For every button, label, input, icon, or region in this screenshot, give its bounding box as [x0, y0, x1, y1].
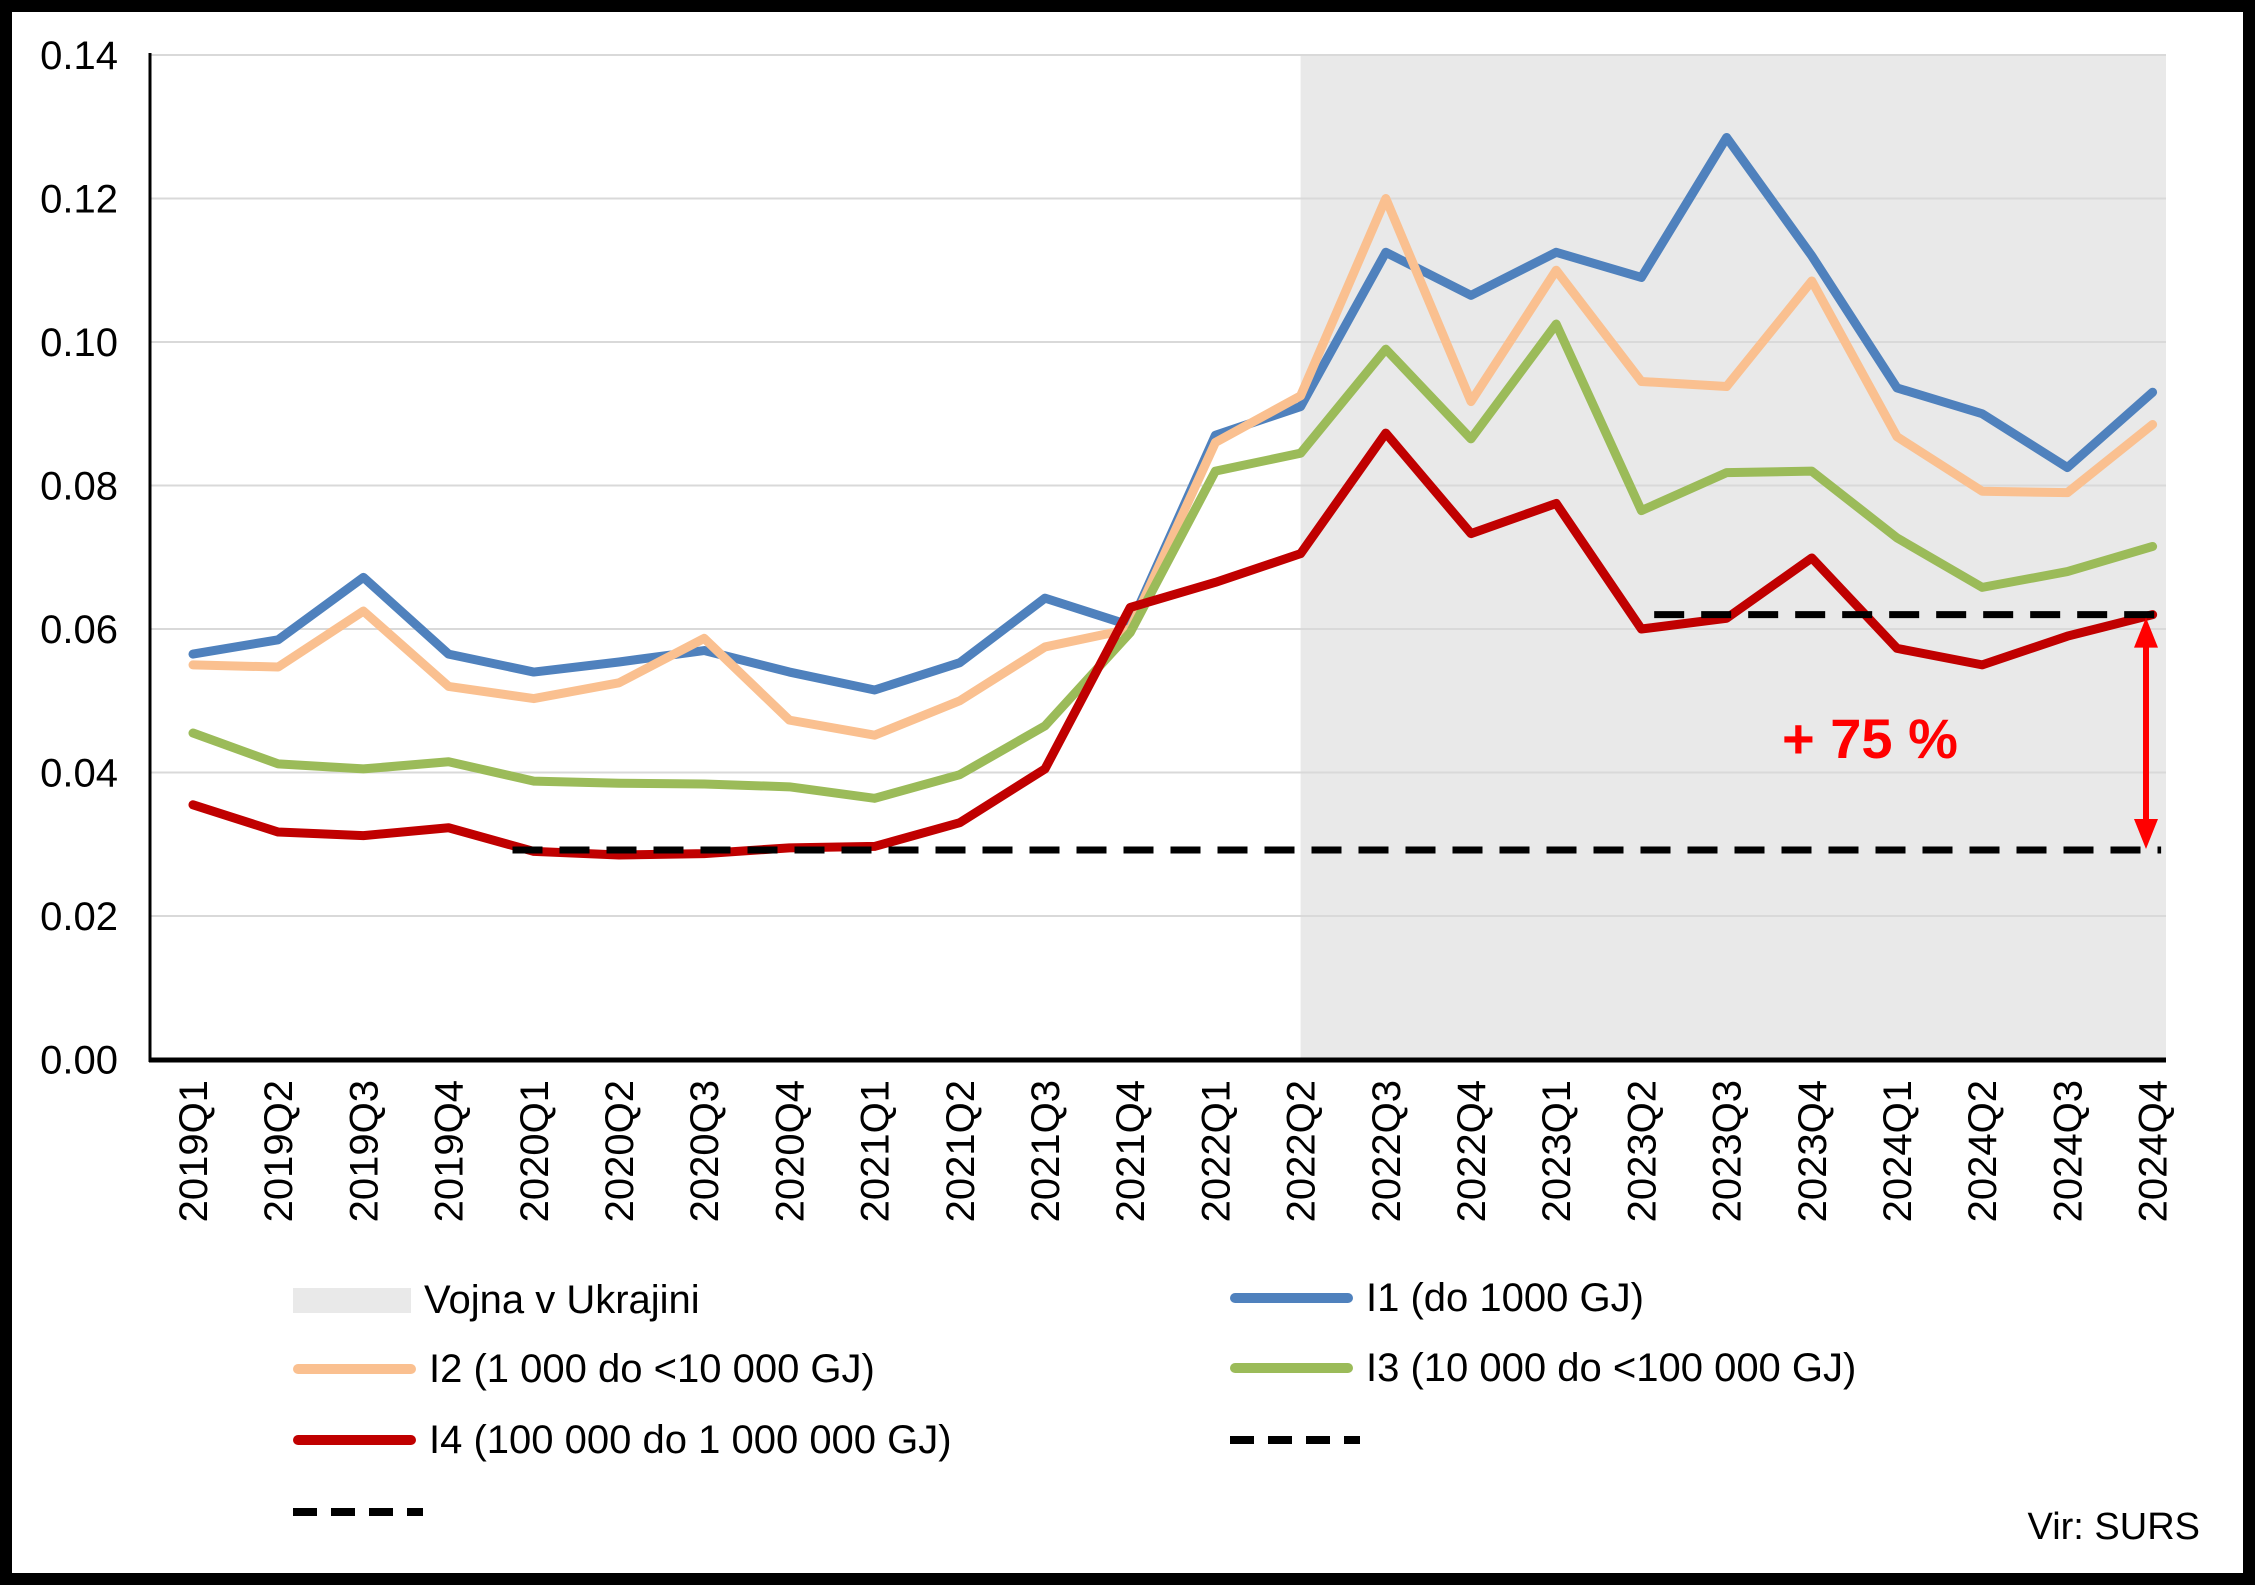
legend-item-i1: I1 (do 1000 GJ)	[1230, 1276, 1644, 1320]
legend-label-i3: I3 (10 000 do <100 000 GJ)	[1366, 1345, 1857, 1390]
x-axis-label: 2024Q1	[1876, 1080, 1920, 1222]
x-axis-label: 2024Q3	[2046, 1080, 2090, 1222]
dashed-line-swatch	[293, 1508, 423, 1516]
y-axis-label: 0.06	[40, 608, 118, 652]
x-axis-label: 2019Q4	[428, 1080, 472, 1222]
dashed-line-swatch	[1230, 1436, 1360, 1444]
y-axis-label: 0.14	[40, 34, 118, 78]
y-axis-label: 0.10	[40, 321, 118, 365]
war-region-swatch	[293, 1287, 411, 1313]
i1-line-swatch	[1230, 1293, 1353, 1303]
legend-label-i1: I1 (do 1000 GJ)	[1366, 1275, 1644, 1320]
increase-arrow-head-bottom	[2134, 818, 2158, 849]
war-shaded-region	[1300, 55, 2166, 1060]
x-axis-label: 2023Q1	[1535, 1080, 1579, 1222]
x-axis-label: 2020Q4	[768, 1080, 812, 1222]
x-axis-label: 2021Q3	[1024, 1080, 1068, 1222]
legend-item-i4: I4 (100 000 do 1 000 000 GJ)	[293, 1418, 952, 1462]
series-line-i2	[188, 194, 2158, 740]
legend-item-i3: I3 (10 000 do <100 000 GJ)	[1230, 1346, 1856, 1390]
source-label: Vir: SURS	[2027, 1506, 2200, 1548]
x-axis-label: 2022Q3	[1365, 1080, 1409, 1222]
x-axis-label: 2020Q1	[513, 1080, 557, 1222]
legend-item-war-region: Vojna v Ukrajini	[293, 1278, 700, 1322]
increase-percentage-annotation: + 75 %	[1782, 707, 1958, 770]
x-axis-label: 2024Q4	[2132, 1080, 2176, 1222]
legend-item-dashed-right	[1230, 1418, 1373, 1462]
x-axis-label: 2020Q2	[598, 1080, 642, 1222]
legend-label-war-region: Vojna v Ukrajini	[424, 1277, 700, 1322]
x-axis-label: 2024Q2	[1961, 1080, 2005, 1222]
x-axis-label: 2022Q4	[1450, 1080, 1494, 1222]
series-line-i3	[188, 319, 2158, 803]
x-axis-label: 2019Q1	[172, 1080, 216, 1222]
i3-line-swatch	[1230, 1363, 1353, 1373]
x-axis-label: 2022Q2	[1280, 1080, 1324, 1222]
i4-line-swatch	[293, 1435, 416, 1445]
legend-item-dashed-left	[293, 1490, 436, 1534]
x-axis-label: 2019Q2	[257, 1080, 301, 1222]
i2-line-swatch	[293, 1364, 416, 1374]
x-axis-label: 2023Q2	[1620, 1080, 1664, 1222]
y-axis-label: 0.02	[40, 895, 118, 939]
y-axis-label: 0.00	[40, 1039, 118, 1083]
x-axis-label: 2019Q3	[342, 1080, 386, 1222]
x-axis-label: 2020Q3	[683, 1080, 727, 1222]
x-axis-label: 2021Q2	[939, 1080, 983, 1222]
legend-label-i2: I2 (1 000 do <10 000 GJ)	[429, 1346, 875, 1391]
legend-item-i2: I2 (1 000 do <10 000 GJ)	[293, 1347, 875, 1391]
y-axis-label: 0.12	[40, 178, 118, 222]
increase-arrow-head-top	[2134, 617, 2158, 648]
y-axis-label: 0.04	[40, 752, 118, 796]
legend-label-i4: I4 (100 000 do 1 000 000 GJ)	[429, 1417, 952, 1462]
x-axis-label: 2021Q4	[1109, 1080, 1153, 1222]
x-axis-label: 2023Q4	[1791, 1080, 1835, 1222]
x-axis-label: 2021Q1	[854, 1080, 898, 1222]
y-axis-label: 0.08	[40, 465, 118, 509]
x-axis-label: 2022Q1	[1194, 1080, 1238, 1222]
x-axis-label: 2023Q3	[1706, 1080, 1750, 1222]
